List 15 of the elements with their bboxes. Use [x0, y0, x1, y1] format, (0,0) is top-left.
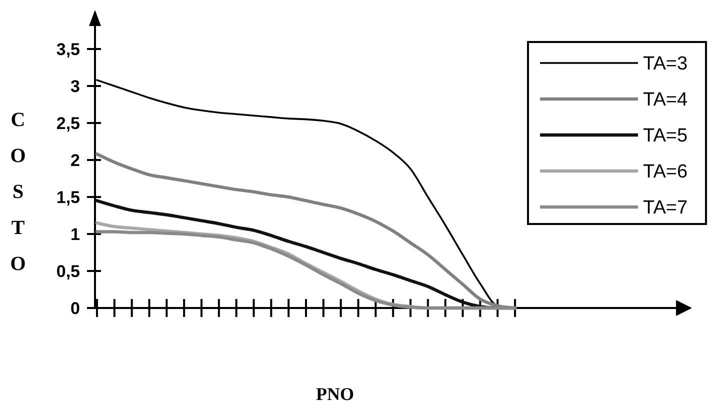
text: TA=3 — [643, 54, 688, 75]
y-tick-label: 0 — [70, 298, 80, 318]
text: TA=5 — [643, 126, 688, 147]
text: TA=4 — [643, 90, 688, 111]
y-axis-title: COSTO — [10, 109, 26, 275]
y-tick-label: 3 — [70, 76, 80, 96]
y-tick-label: 3,5 — [56, 40, 80, 59]
y-tick-label: 0,5 — [56, 262, 80, 281]
y-tick-label: 1,5 — [56, 188, 80, 207]
text: TA=7 — [643, 198, 688, 219]
x-axis-title: PNO — [316, 384, 354, 404]
y-tick-label: 2,5 — [56, 114, 80, 133]
text: TA=6 — [643, 162, 688, 183]
y-tick-label: 1 — [70, 224, 80, 244]
y-tick-label: 2 — [70, 150, 80, 170]
